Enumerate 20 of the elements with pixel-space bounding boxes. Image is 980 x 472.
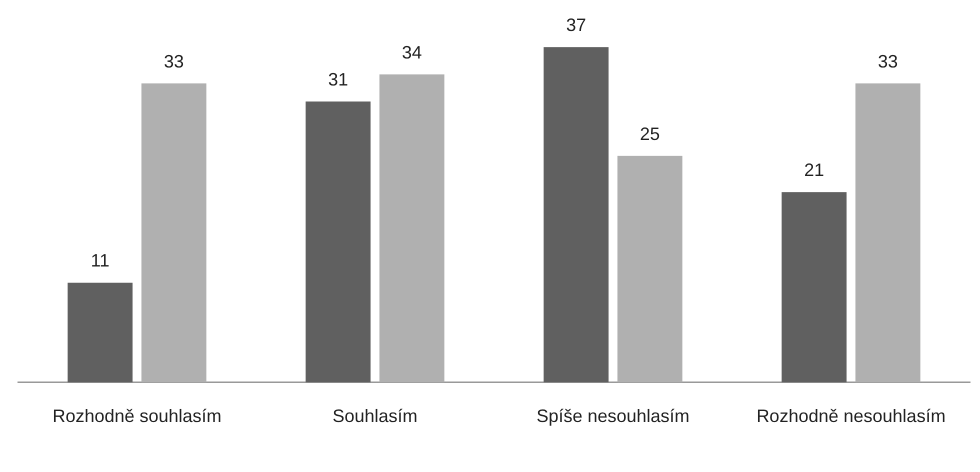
- x-tick-label: Souhlasím: [332, 406, 418, 426]
- bar: [544, 47, 609, 382]
- data-label: 37: [566, 15, 586, 36]
- data-label: 21: [804, 160, 824, 180]
- x-tick-label: Spíše nesouhlasím: [536, 406, 690, 426]
- data-label: 34: [402, 42, 422, 62]
- data-label: 33: [878, 51, 898, 72]
- bar: [855, 83, 920, 382]
- bar: [141, 83, 206, 382]
- x-tick-label: Rozhodně souhlasím: [52, 406, 222, 426]
- data-label: 11: [90, 250, 110, 271]
- bar: [306, 102, 371, 382]
- data-label: 25: [640, 124, 660, 144]
- x-tick-label: Rozhodně nesouhlasím: [756, 406, 946, 426]
- data-label: 31: [328, 70, 348, 90]
- bar: [617, 156, 682, 382]
- bar: [379, 74, 444, 382]
- data-label: 33: [164, 51, 184, 72]
- bar: [782, 192, 847, 382]
- bar: [68, 282, 133, 382]
